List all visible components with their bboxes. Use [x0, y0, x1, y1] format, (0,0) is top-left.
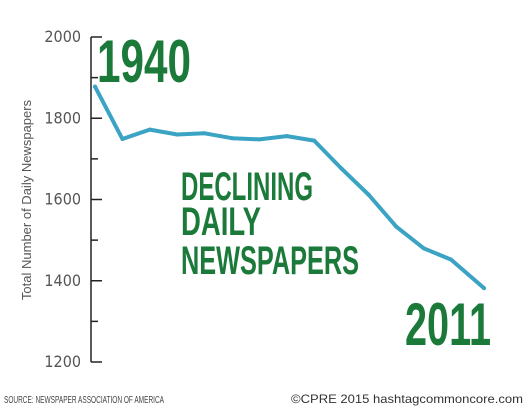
y-tick-label: 1400: [44, 271, 81, 290]
data-point: [175, 132, 180, 137]
credit-note: ©CPRE 2015 hashtagcommoncore.com: [291, 392, 523, 406]
data-point: [257, 137, 262, 142]
y-tick-label: 1600: [44, 190, 81, 209]
start-year-label: 1940: [97, 28, 191, 95]
data-point: [147, 127, 152, 132]
data-point: [394, 224, 399, 229]
data-point: [482, 286, 486, 291]
headline-line-1: DECLINING: [181, 165, 313, 209]
source-note: SOURCE: NEWSPAPER ASSOCIATION OF AMERICA: [4, 395, 164, 406]
data-point: [202, 131, 207, 136]
y-tick-labels: 1200 1400 1600 1800 2000: [44, 27, 81, 371]
data-point: [229, 136, 234, 141]
y-tick-label: 2000: [44, 27, 81, 46]
headline-line-2: DAILY: [181, 200, 261, 244]
y-axis-label: Total Number of Daily Newspapers: [19, 99, 34, 300]
data-point: [421, 246, 426, 251]
headline-line-3: NEWSPAPERS: [181, 239, 359, 283]
data-point: [339, 166, 344, 171]
y-tick-label: 1200: [44, 352, 81, 371]
data-point: [366, 193, 371, 198]
data-point: [449, 257, 454, 262]
data-point: [93, 84, 97, 89]
y-ticks: [91, 36, 102, 363]
data-point: [120, 136, 125, 141]
end-year-label: 2011: [405, 291, 491, 358]
y-tick-label: 1800: [44, 108, 81, 127]
data-point: [312, 138, 317, 143]
data-point: [284, 134, 289, 139]
data-points: [93, 84, 486, 291]
